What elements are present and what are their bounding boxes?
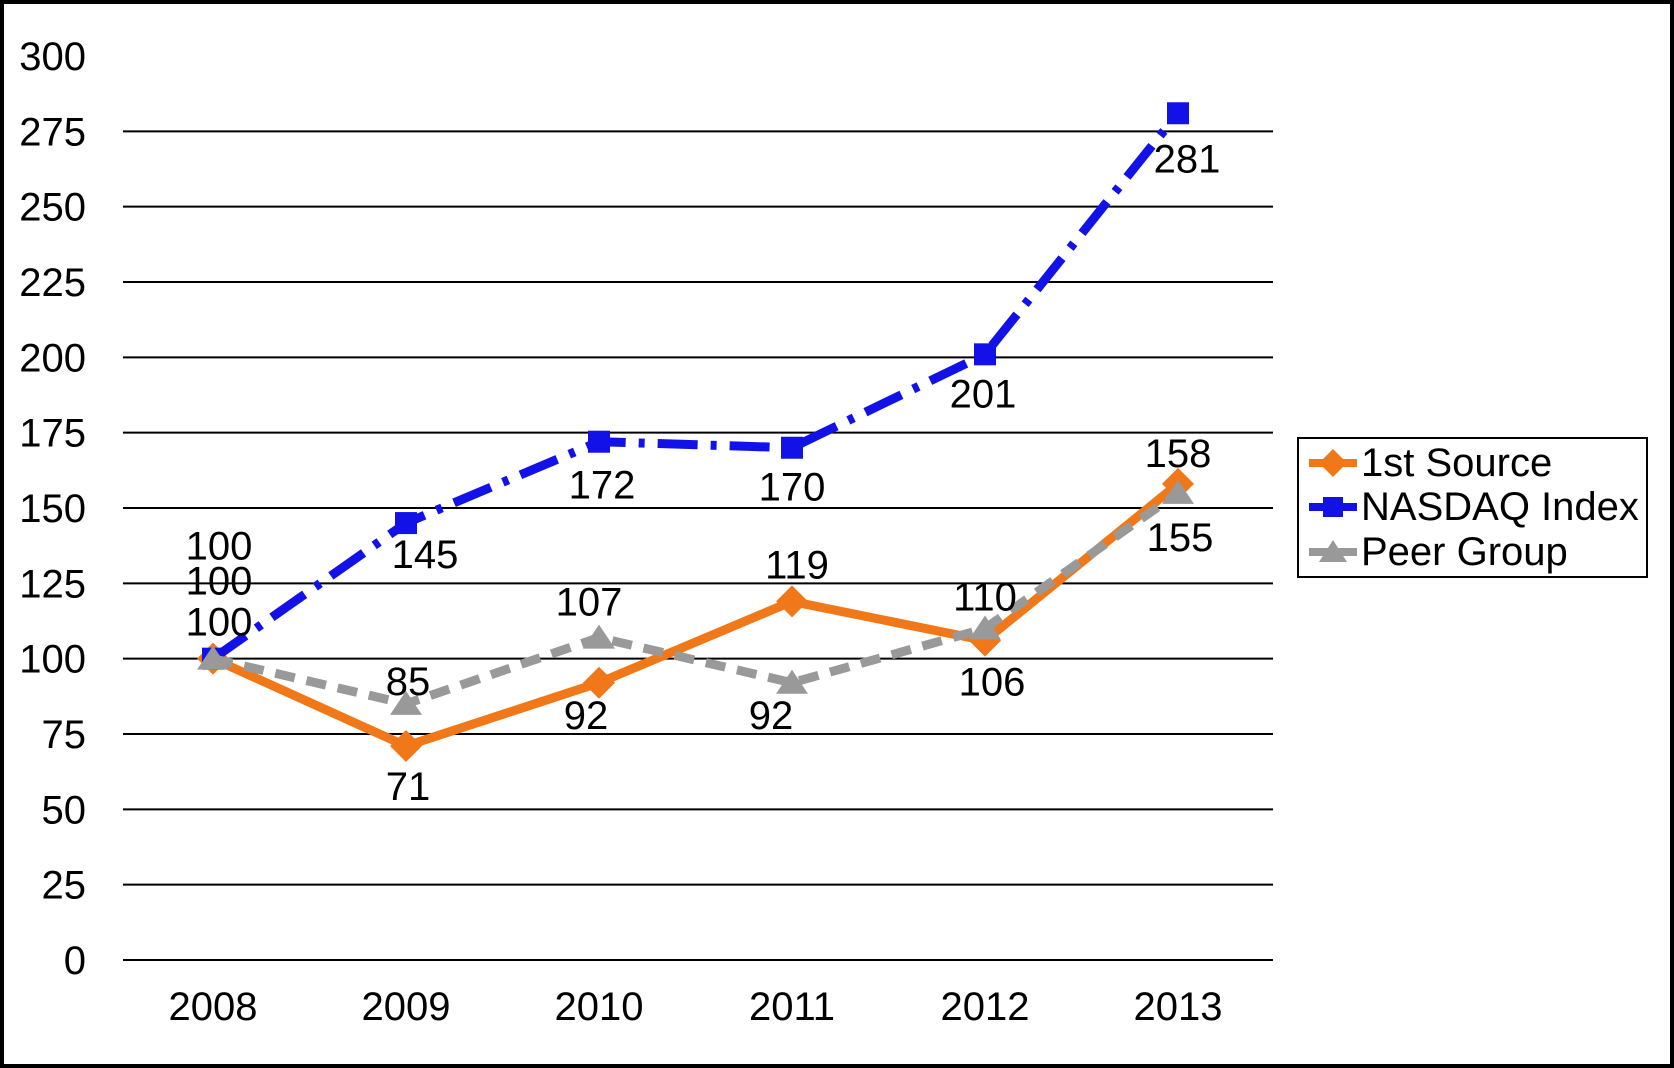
legend-marker-diamond-icon [1309, 449, 1357, 478]
data-point-marker-triangle [197, 645, 229, 670]
data-label-peer-group: 85 [386, 660, 431, 704]
x-axis-tick-label: 2009 [362, 985, 451, 1029]
data-point-marker-triangle [583, 624, 615, 649]
x-axis-tick-label: 2013 [1134, 985, 1223, 1029]
legend-item-peer-group: Peer Group [1307, 530, 1646, 574]
data-label-nasdaq-index: 281 [1154, 137, 1221, 181]
series-line-peer-group [211, 489, 1181, 709]
data-label-1st-source: 158 [1145, 432, 1212, 476]
y-axis-tick-label: 50 [42, 788, 87, 832]
data-label-peer-group: 92 [749, 694, 794, 738]
y-axis-tick-label: 0 [64, 939, 86, 983]
data-label-nasdaq-index: 201 [950, 372, 1017, 416]
data-label-nasdaq-index: 100 [186, 560, 253, 604]
data-label-nasdaq-index: 170 [759, 466, 826, 510]
data-label-1st-source: 119 [765, 543, 829, 587]
data-label-nasdaq-index: 172 [569, 464, 636, 508]
legend-marker-square-icon [1309, 497, 1357, 518]
y-axis-tick-label: 275 [19, 110, 86, 154]
data-label-1st-source: 106 [959, 661, 1026, 705]
y-axis-tick-label: 75 [42, 713, 87, 757]
data-point-marker-square [1167, 102, 1189, 125]
data-point-marker-diamond [776, 585, 808, 618]
data-label-peer-group: 155 [1147, 516, 1214, 560]
series-line-nasdaq-index [210, 110, 1182, 663]
y-axis-tick-label: 100 [19, 638, 86, 682]
data-label-peer-group: 110 [953, 576, 1017, 620]
data-point-marker-square [588, 430, 610, 453]
data-point-marker-square [395, 512, 417, 535]
data-point-marker-diamond [390, 730, 422, 763]
series-line-1st-source [211, 480, 1181, 751]
y-axis-tick-label: 200 [19, 336, 86, 380]
data-point-marker-diamond [583, 666, 615, 699]
legend-label: NASDAQ Index [1361, 485, 1639, 530]
x-axis-tick-label: 2010 [555, 985, 644, 1029]
data-label-1st-source: 100 [186, 525, 253, 569]
legend-label: 1st Source [1361, 441, 1553, 486]
legend-item-1st-source: 1st Source [1307, 441, 1646, 485]
x-axis-tick-label: 2012 [941, 985, 1030, 1029]
legend-item-nasdaq-index: NASDAQ Index [1307, 485, 1646, 529]
x-axis-tick-label: 2011 [749, 985, 835, 1029]
data-point-marker-triangle [969, 615, 1001, 640]
y-axis-tick-label: 250 [19, 186, 86, 230]
y-axis-tick-label: 175 [19, 412, 86, 456]
y-axis-tick-label: 150 [19, 487, 86, 531]
x-axis-tick-label: 2008 [169, 985, 258, 1029]
legend-label: Peer Group [1361, 529, 1568, 574]
legend: 1st Source NASDAQ Index Peer Group [1297, 437, 1648, 578]
y-axis-tick-label: 125 [19, 562, 86, 606]
legend-marker-triangle-icon [1309, 539, 1357, 562]
data-label-1st-source: 92 [564, 694, 609, 738]
data-label-1st-source: 71 [386, 765, 431, 809]
y-axis-tick-label: 25 [42, 864, 87, 908]
data-point-marker-triangle [776, 669, 808, 694]
data-label-peer-group: 100 [186, 601, 253, 645]
data-point-marker-square [781, 436, 803, 459]
data-label-nasdaq-index: 145 [392, 533, 459, 577]
y-axis-tick-label: 225 [19, 261, 86, 305]
data-point-marker-triangle [390, 690, 422, 715]
data-point-marker-square [974, 343, 996, 366]
data-point-marker-triangle [1162, 479, 1194, 504]
y-axis-tick-label: 300 [19, 35, 86, 79]
data-label-peer-group: 107 [556, 581, 623, 625]
